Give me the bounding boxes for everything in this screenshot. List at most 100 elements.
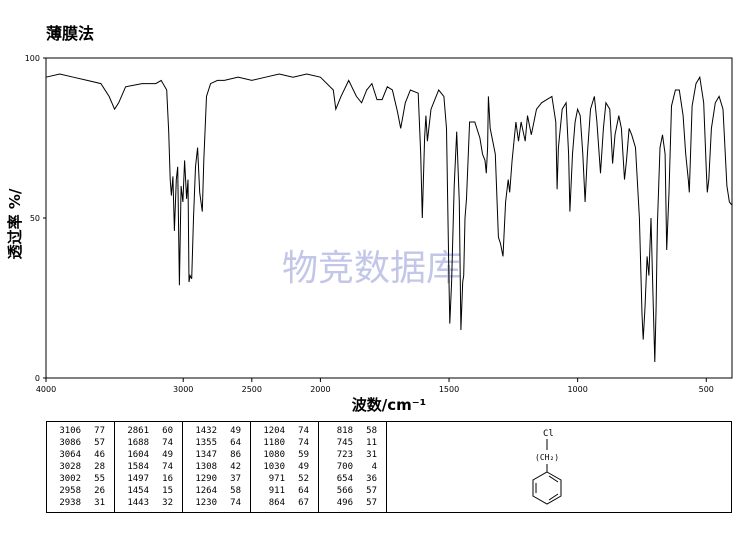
peak-wavenumber: 1030 (263, 462, 285, 472)
peak-row: 700 4 (319, 461, 386, 473)
peak-transmittance: 49 (162, 450, 173, 460)
x-tick-label: 3000 (173, 385, 193, 394)
peak-column: 818 58 745 11 723 31 700 4 654 36 566 57 496 57 (319, 422, 386, 512)
peak-transmittance: 32 (162, 498, 173, 508)
structure-group-label: (CH₂) (535, 453, 559, 462)
peak-wavenumber: 1264 (195, 486, 217, 496)
peak-row: 2938 31 (47, 497, 114, 509)
x-axis-label: 波数/cm⁻¹ (352, 396, 427, 414)
peak-wavenumber: 3106 (59, 426, 81, 436)
peak-transmittance: 58 (366, 426, 377, 436)
peak-transmittance: 52 (298, 474, 309, 484)
peak-transmittance: 57 (94, 438, 105, 448)
x-tick-label: 2500 (242, 385, 262, 394)
peak-transmittance: 31 (94, 498, 105, 508)
peak-transmittance: 49 (298, 462, 309, 472)
x-tick-label: 4000 (36, 385, 56, 394)
x-tick-label: 2000 (310, 385, 330, 394)
peak-transmittance: 15 (162, 486, 173, 496)
peak-transmittance: 74 (162, 462, 173, 472)
peak-wavenumber: 1290 (195, 474, 217, 484)
peak-wavenumber: 654 (336, 474, 353, 484)
peak-wavenumber: 3086 (59, 438, 81, 448)
peak-row: 1080 59 (251, 449, 318, 461)
peak-transmittance: 77 (94, 426, 105, 436)
peak-row: 864 67 (251, 497, 318, 509)
peak-transmittance: 58 (230, 486, 241, 496)
peak-wavenumber: 911 (268, 486, 285, 496)
peak-wavenumber: 1180 (263, 438, 285, 448)
y-tick-label: 0 (35, 374, 40, 383)
peak-transmittance: 49 (230, 426, 241, 436)
peak-row: 566 57 (319, 485, 386, 497)
peak-row: 745 11 (319, 437, 386, 449)
peak-column: 1204 74 1180 74 1080 59 1030 49 971 52 911 64 864 67 (251, 422, 319, 512)
peak-row: 1347 86 (183, 449, 250, 461)
peak-wavenumber: 1230 (195, 498, 217, 508)
peak-row: 1497 16 (115, 473, 182, 485)
peak-wavenumber: 1497 (127, 474, 149, 484)
peak-row: 1584 74 (115, 461, 182, 473)
peak-wavenumber: 2861 (127, 426, 149, 436)
peak-transmittance: 57 (366, 486, 377, 496)
peak-wavenumber: 723 (336, 450, 353, 460)
page-title: 薄膜法 (46, 24, 95, 43)
peak-row: 2861 60 (115, 425, 182, 437)
peak-wavenumber: 1080 (263, 450, 285, 460)
benzene-ring (532, 471, 562, 505)
peak-transmittance: 64 (298, 486, 309, 496)
peak-row: 971 52 (251, 473, 318, 485)
peak-wavenumber: 1204 (263, 426, 285, 436)
ring-double-bond-2 (548, 493, 559, 501)
peak-wavenumber: 745 (336, 438, 353, 448)
peak-row: 1604 49 (115, 449, 182, 461)
peak-wavenumber: 818 (336, 426, 353, 436)
peak-row: 1355 64 (183, 437, 250, 449)
peak-wavenumber: 2958 (59, 486, 81, 496)
peak-wavenumber: 1355 (195, 438, 217, 448)
peak-row: 496 57 (319, 497, 386, 509)
peak-row: 3086 57 (47, 437, 114, 449)
plot-frame (45, 57, 733, 379)
structure-atom-label: Cl (543, 429, 554, 439)
peak-wavenumber: 1432 (195, 426, 217, 436)
peak-row: 1030 49 (251, 461, 318, 473)
peak-transmittance: 37 (230, 474, 241, 484)
peak-wavenumber: 1347 (195, 450, 217, 460)
peak-row: 911 64 (251, 485, 318, 497)
peak-transmittance: 86 (230, 450, 241, 460)
peak-wavenumber: 3064 (59, 450, 81, 460)
peak-row: 3064 46 (47, 449, 114, 461)
peak-transmittance: 74 (230, 498, 241, 508)
peak-transmittance: 74 (162, 438, 173, 448)
peak-wavenumber: 971 (268, 474, 285, 484)
watermark: 物竞数据库 (282, 248, 462, 289)
peak-transmittance: 36 (366, 474, 377, 484)
peak-row: 723 31 (319, 449, 386, 461)
peak-row: 818 58 (319, 425, 386, 437)
peak-wavenumber: 566 (336, 486, 353, 496)
peak-transmittance: 42 (230, 462, 241, 472)
peak-column: 2861 60 1688 74 1604 49 1584 74 1497 16 1454 15 1443… (115, 422, 183, 512)
peak-row: 1180 74 (251, 437, 318, 449)
peak-wavenumber: 1604 (127, 450, 149, 460)
peak-transmittance: 74 (298, 426, 309, 436)
structure-box: Cl (CH₂) (387, 421, 732, 513)
peak-column: 1432 49 1355 64 1347 86 1308 42 1290 37 1264 58 1230… (183, 422, 251, 512)
x-tick-label: 500 (699, 385, 714, 394)
ir-spectrum-chart: 物竞数据库 0 50 100 4000 3000 2500 2000 1500 1000 500… (6, 54, 733, 414)
peak-row: 1443 32 (115, 497, 182, 509)
ring-double-bond-1 (548, 475, 559, 483)
peak-row: 2958 26 (47, 485, 114, 497)
peak-column: 3106 77 3086 57 3064 46 3028 28 3002 55 2958 26 2938… (47, 422, 115, 512)
peak-wavenumber: 1584 (127, 462, 149, 472)
peak-transmittance: 74 (298, 438, 309, 448)
peak-transmittance: 28 (94, 462, 105, 472)
peak-row: 1264 58 (183, 485, 250, 497)
peak-transmittance: 67 (298, 498, 309, 508)
peak-transmittance: 60 (162, 426, 173, 436)
peak-transmittance: 59 (298, 450, 309, 460)
peak-row: 1688 74 (115, 437, 182, 449)
peak-table: 3106 77 3086 57 3064 46 3028 28 3002 55 2958 26 2938… (46, 421, 387, 513)
peak-row: 654 36 (319, 473, 386, 485)
